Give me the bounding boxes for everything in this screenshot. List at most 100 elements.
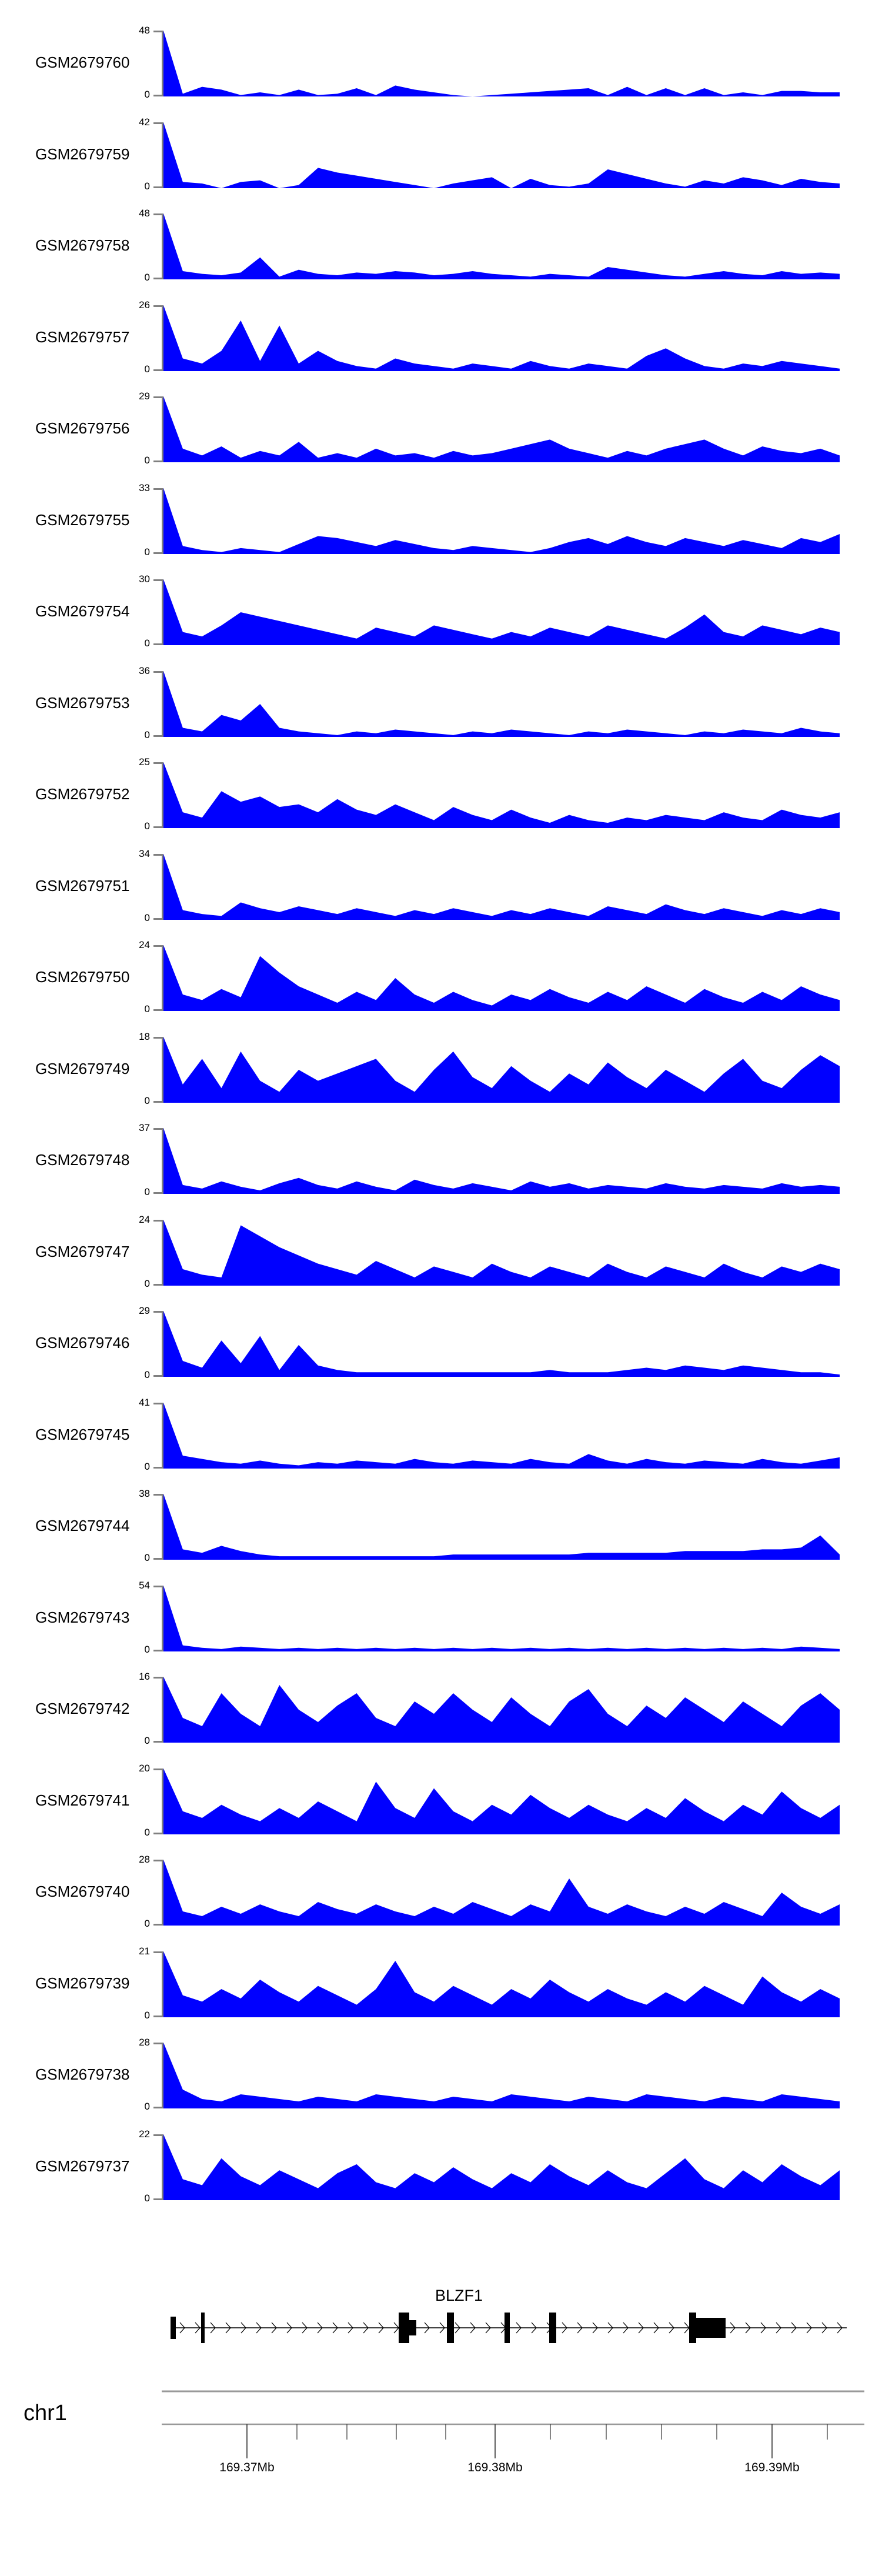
y-axis-line bbox=[162, 1768, 163, 1834]
y-axis-max-label: 24 bbox=[139, 1213, 150, 1225]
coverage-area-plot bbox=[163, 1860, 840, 1926]
y-axis-max-tick bbox=[153, 670, 163, 673]
y-axis-max-tick bbox=[153, 1951, 163, 1953]
y-axis-max-label: 29 bbox=[139, 1305, 150, 1316]
axis-tick-label: 169.38Mb bbox=[467, 2461, 523, 2474]
track-y-axis: 36 0 bbox=[139, 665, 840, 740]
y-axis-line bbox=[162, 1494, 163, 1560]
y-axis-line bbox=[162, 762, 163, 828]
coverage-polygon bbox=[163, 1768, 840, 1834]
y-axis-min-label: 0 bbox=[144, 546, 150, 558]
gene-exon-block[interactable] bbox=[696, 2318, 726, 2338]
y-axis-min-tick bbox=[153, 1192, 163, 1194]
gene-exon-block[interactable] bbox=[447, 2313, 454, 2343]
y-axis-min-tick bbox=[153, 1832, 163, 1834]
y-axis-max-label: 28 bbox=[139, 2037, 150, 2048]
track-sample-label: GSM2679749 bbox=[35, 1059, 130, 1077]
y-axis-min-tick bbox=[153, 278, 163, 279]
strand-arrow-icon bbox=[470, 2322, 476, 2334]
track-sample-label: GSM2679739 bbox=[35, 1974, 130, 1992]
y-axis-min-label: 0 bbox=[144, 1918, 150, 1929]
track-sample-label: GSM2679757 bbox=[35, 328, 130, 346]
y-axis-min-label: 0 bbox=[144, 912, 150, 923]
gene-exon-block[interactable] bbox=[409, 2320, 416, 2335]
y-axis-line bbox=[162, 1951, 163, 2017]
track-y-axis: 41 0 bbox=[139, 1397, 840, 1472]
coverage-polygon bbox=[163, 1585, 840, 1651]
strand-arrow-icon bbox=[791, 2322, 797, 2334]
y-axis-line bbox=[162, 1677, 163, 1743]
y-axis-max-label: 41 bbox=[139, 1396, 150, 1408]
coverage-polygon bbox=[163, 2043, 840, 2108]
y-axis-min-tick bbox=[153, 826, 163, 828]
gene-exon-block[interactable] bbox=[549, 2313, 556, 2343]
y-axis-min-label: 0 bbox=[144, 2009, 150, 2021]
gene-exon-block[interactable] bbox=[201, 2313, 205, 2343]
strand-arrow-icon bbox=[225, 2322, 231, 2334]
y-axis-max-label: 37 bbox=[139, 1122, 150, 1133]
y-axis-max-tick bbox=[153, 1768, 163, 1770]
y-axis-min-label: 0 bbox=[144, 1003, 150, 1015]
strand-arrow-icon bbox=[730, 2322, 736, 2334]
coverage-area-plot bbox=[163, 1585, 840, 1651]
strand-arrow-icon bbox=[669, 2322, 674, 2334]
strand-arrow-icon bbox=[455, 2322, 460, 2334]
coverage-area-plot bbox=[163, 31, 840, 96]
y-axis-min-tick bbox=[153, 917, 163, 920]
y-axis-line bbox=[162, 31, 163, 96]
y-axis-max-label: 30 bbox=[139, 573, 150, 585]
chromosome-label: chr1 bbox=[24, 2401, 67, 2425]
gene-exon-block[interactable] bbox=[505, 2313, 510, 2343]
y-axis-line bbox=[162, 1860, 163, 1926]
coverage-area-plot bbox=[163, 122, 840, 188]
track-y-axis: 54 0 bbox=[139, 1580, 840, 1655]
strand-arrow-icon bbox=[653, 2322, 659, 2334]
coverage-polygon bbox=[163, 1951, 840, 2017]
gene-exon-block[interactable] bbox=[689, 2313, 696, 2343]
y-axis-min-label: 0 bbox=[144, 1460, 150, 1472]
strand-arrow-icon bbox=[240, 2322, 246, 2334]
strand-arrow-icon bbox=[317, 2322, 323, 2334]
y-axis-line bbox=[162, 1402, 163, 1469]
strand-arrow-icon bbox=[806, 2322, 812, 2334]
y-axis-max-tick bbox=[153, 305, 163, 307]
y-axis-min-tick bbox=[153, 1283, 163, 1286]
track-sample-label: GSM2679737 bbox=[35, 2157, 130, 2175]
y-axis-min-tick bbox=[153, 1558, 163, 1560]
y-axis-line bbox=[162, 2043, 163, 2108]
y-axis-line bbox=[162, 670, 163, 737]
y-axis-min-tick bbox=[153, 2107, 163, 2108]
coverage-area-plot bbox=[163, 1494, 840, 1560]
strand-arrow-icon bbox=[348, 2322, 353, 2334]
y-axis-max-tick bbox=[153, 579, 163, 581]
y-axis-min-tick bbox=[153, 1100, 163, 1103]
y-axis-line bbox=[162, 853, 163, 920]
coverage-polygon bbox=[163, 31, 840, 96]
coverage-polygon bbox=[163, 488, 840, 554]
y-axis-max-label: 42 bbox=[139, 116, 150, 128]
track-sample-label: GSM2679753 bbox=[35, 693, 130, 712]
gene-exon-block[interactable] bbox=[399, 2313, 409, 2343]
gene-exon-block[interactable] bbox=[171, 2317, 176, 2339]
track-sample-label: GSM2679756 bbox=[35, 419, 130, 437]
coverage-polygon bbox=[163, 1219, 840, 1286]
gene-model-track[interactable]: BLZF1 bbox=[0, 2282, 882, 2353]
coverage-polygon bbox=[163, 945, 840, 1011]
y-axis-max-tick bbox=[153, 31, 163, 32]
track-sample-label: GSM2679744 bbox=[35, 1517, 130, 1534]
y-axis-max-label: 18 bbox=[139, 1030, 150, 1042]
coverage-area-plot bbox=[163, 670, 840, 737]
track-y-axis: 21 0 bbox=[139, 1946, 840, 2021]
strand-arrow-icon bbox=[439, 2322, 445, 2334]
coverage-area-plot bbox=[163, 2134, 840, 2200]
y-axis-max-tick bbox=[153, 1219, 163, 1222]
y-axis-max-tick bbox=[153, 1128, 163, 1130]
strand-arrow-icon bbox=[760, 2322, 766, 2334]
coverage-polygon bbox=[163, 213, 840, 279]
y-axis-min-label: 0 bbox=[144, 272, 150, 283]
track-y-axis: 24 0 bbox=[139, 939, 840, 1015]
track-y-axis: 20 0 bbox=[139, 1763, 840, 1838]
coverage-polygon bbox=[163, 305, 840, 371]
track-sample-label: GSM2679741 bbox=[35, 1791, 130, 1809]
coverage-polygon bbox=[163, 1036, 840, 1103]
